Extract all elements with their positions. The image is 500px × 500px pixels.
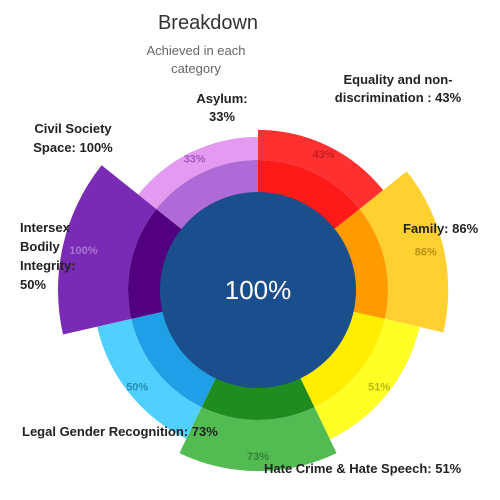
slice-inner-equality-and-non-discrimination[interactable] (258, 160, 360, 231)
slice-outer-hate-crime-hate-speech[interactable] (314, 318, 420, 440)
slice-inner-intersex-bodily-integrity[interactable] (131, 311, 217, 408)
slice-outer-asylum[interactable] (138, 136, 258, 209)
category-label-line: 50% (20, 277, 46, 292)
category-label-line: Hate Crime & Hate Speech: 51% (264, 461, 462, 476)
category-label-equality-and-non-discrimination: Equality and non-discrimination : 43% (335, 72, 462, 105)
category-label-group: 43% Equality and non-discrimination : 43%… (20, 72, 479, 476)
slice-outer-equality-and-non-discrimination[interactable] (258, 129, 384, 209)
value-label-hate-crime-hate-speech: 51% (368, 382, 390, 394)
category-label-legal-gender-recognition: Legal Gender Recognition: 73% (22, 424, 218, 439)
slice-inner-civil-society-space[interactable] (127, 208, 183, 319)
center-value-label: 100% (225, 275, 292, 305)
slice-outer-family[interactable] (359, 171, 449, 333)
slice-group (57, 129, 449, 472)
category-label-line: Intersex (20, 220, 71, 235)
value-label-family: 86% (415, 247, 437, 259)
value-label-intersex-bodily-integrity: 50% (126, 381, 148, 393)
value-label-civil-society-space: 100% (69, 245, 97, 257)
slice-inner-hate-crime-hate-speech[interactable] (299, 311, 385, 408)
category-label-line: Bodily (20, 239, 60, 254)
category-label-line: Civil Society (34, 121, 112, 136)
value-label-asylum: 33% (184, 153, 206, 165)
value-label-equality-and-non-discrimination: 43% (313, 149, 335, 161)
category-label-line: Integrity: (20, 258, 76, 273)
category-label-civil-society-space: Civil Society Space: 100% (33, 121, 113, 155)
slice-outer-civil-society-space[interactable] (57, 165, 157, 335)
category-label-line: 33% (209, 109, 235, 124)
value-label-legal-gender-recognition: 73% (247, 451, 269, 463)
category-label-hate-crime-hate-speech: Hate Crime & Hate Speech: 51% (264, 461, 462, 476)
category-label-line: Asylum: (196, 91, 247, 106)
slice-outer-intersex-bodily-integrity[interactable] (97, 318, 202, 439)
category-label-intersex-bodily-integrity: Intersex Bodily Integrity: 50% (20, 220, 76, 292)
chart-subtitle-line-1: Achieved in each (146, 43, 245, 58)
category-label-line: Equality and non- (343, 72, 452, 87)
slice-outer-legal-gender-recognition[interactable] (179, 407, 337, 472)
category-label-line: Legal Gender Recognition: 73% (22, 424, 218, 439)
slice-inner-family[interactable] (333, 208, 389, 319)
category-label-asylum: Asylum: 33% (196, 91, 247, 124)
center-disc (160, 192, 356, 388)
chart-subtitle-line-2: category (171, 61, 221, 76)
category-label-line: Space: 100% (33, 140, 113, 155)
category-label-family: Family: 86% (403, 221, 479, 236)
slice-inner-legal-gender-recognition[interactable] (201, 376, 315, 420)
category-label-line: discrimination : 43% (335, 90, 462, 105)
slice-inner-asylum[interactable] (156, 160, 258, 231)
category-label-line: Family: 86% (403, 221, 479, 236)
chart-title: Breakdown (158, 12, 258, 34)
